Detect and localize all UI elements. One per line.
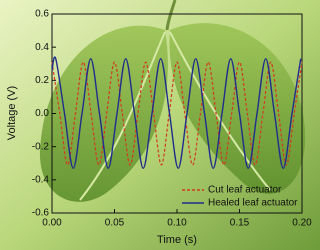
y-tick-label: 0.6 xyxy=(35,9,49,20)
legend-label: Cut leaf actuator xyxy=(208,185,282,196)
x-tick-label: 0.20 xyxy=(292,218,312,229)
leaf-stem xyxy=(165,0,177,31)
y-tick-label: 0.4 xyxy=(35,42,49,53)
x-axis-label: Time (s) xyxy=(157,234,197,246)
series-line xyxy=(51,56,302,169)
x-tick-label: 0.00 xyxy=(42,218,62,229)
x-tick-label: 0.10 xyxy=(167,218,187,229)
x-tick-label: 0.15 xyxy=(230,218,250,229)
series-line xyxy=(51,61,303,166)
y-tick-label: -0.4 xyxy=(32,174,50,185)
y-tick-label: 0.0 xyxy=(35,108,49,119)
x-tick-label: 0.05 xyxy=(105,218,125,229)
leaf-right xyxy=(169,23,306,194)
y-tick-label: -0.6 xyxy=(32,208,50,219)
y-axis-label: Voltage (V) xyxy=(6,86,18,140)
leaf-left xyxy=(39,25,168,202)
y-tick-label: -0.2 xyxy=(32,141,50,152)
legend-label: Healed leaf actuator xyxy=(208,198,298,209)
y-tick-label: 0.2 xyxy=(35,75,49,86)
